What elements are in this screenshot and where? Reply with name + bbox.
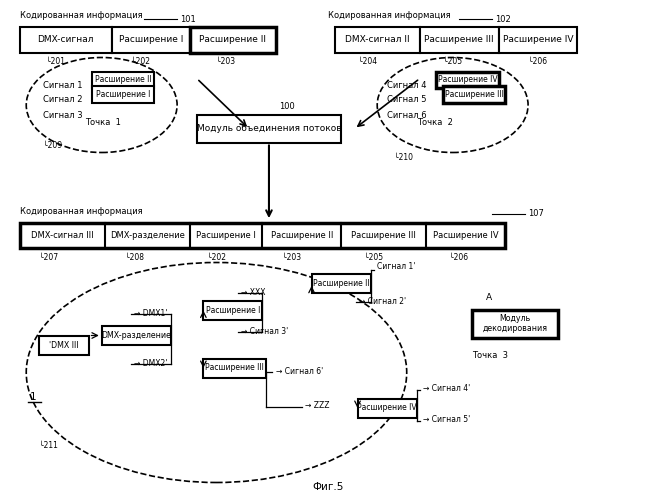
- Text: ╰202: ╰202: [207, 252, 226, 262]
- Text: Расширение II: Расширение II: [94, 75, 152, 84]
- FancyBboxPatch shape: [499, 28, 577, 52]
- Text: 107: 107: [528, 210, 544, 218]
- Text: ╰206: ╰206: [528, 58, 547, 66]
- FancyBboxPatch shape: [472, 310, 558, 338]
- FancyBboxPatch shape: [102, 326, 171, 345]
- Text: Расширение I: Расширение I: [119, 36, 183, 44]
- Text: Сигнал 6: Сигнал 6: [387, 110, 426, 120]
- FancyBboxPatch shape: [312, 274, 371, 292]
- Text: Кодированная информация: Кодированная информация: [328, 10, 451, 20]
- FancyBboxPatch shape: [203, 301, 262, 320]
- Text: ╰202: ╰202: [131, 58, 150, 66]
- Text: Расширение III: Расширение III: [205, 364, 264, 372]
- Text: 101: 101: [180, 14, 196, 24]
- Text: Расширение IV: Расширение IV: [433, 230, 499, 239]
- Text: DMX-сигнал: DMX-сигнал: [37, 36, 94, 44]
- Text: ╰206: ╰206: [449, 252, 468, 262]
- Text: Расширение I: Расширение I: [206, 306, 260, 315]
- Text: Расширение I: Расширение I: [196, 230, 256, 239]
- Text: 100: 100: [279, 102, 295, 111]
- Text: → Сигнал 6': → Сигнал 6': [276, 367, 323, 376]
- Text: Модуль
декодирования: Модуль декодирования: [482, 314, 548, 334]
- Text: Расширение II: Расширение II: [270, 230, 333, 239]
- Text: DMX-сигнал III: DMX-сигнал III: [31, 230, 94, 239]
- Text: Расширение IV: Расширение IV: [358, 404, 417, 412]
- FancyBboxPatch shape: [358, 398, 417, 417]
- Text: ╰201: ╰201: [46, 58, 65, 66]
- Text: ╰208: ╰208: [125, 252, 144, 262]
- Text: Расширение I: Расширение I: [96, 90, 150, 99]
- Text: → Сигнал 5': → Сигнал 5': [423, 416, 470, 424]
- Text: ╰210: ╰210: [394, 153, 413, 162]
- Text: A: A: [485, 293, 491, 302]
- Text: ╰207: ╰207: [39, 252, 58, 262]
- Text: Расширение II: Расширение II: [199, 36, 266, 44]
- Text: Сигнал 5: Сигнал 5: [387, 96, 426, 104]
- Text: Расширение IV: Расширение IV: [502, 36, 573, 44]
- FancyBboxPatch shape: [436, 72, 499, 88]
- Text: Сигнал 2: Сигнал 2: [43, 96, 82, 104]
- Text: Фиг.5: Фиг.5: [312, 482, 344, 492]
- Text: Кодированная информация: Кодированная информация: [20, 206, 142, 216]
- Text: → Сигнал 2': → Сигнал 2': [359, 297, 407, 306]
- FancyBboxPatch shape: [420, 28, 499, 52]
- Text: ╰211: ╰211: [39, 440, 58, 450]
- Text: ╰205: ╰205: [443, 58, 462, 66]
- Text: Модуль объединения потоков: Модуль объединения потоков: [197, 124, 341, 134]
- Text: → DMX2': → DMX2': [134, 359, 168, 368]
- Text: Расширение III: Расширение III: [424, 36, 494, 44]
- FancyBboxPatch shape: [39, 336, 89, 355]
- Text: Расширение IV: Расширение IV: [438, 75, 497, 84]
- Text: DMX-разделение: DMX-разделение: [101, 331, 171, 340]
- Text: Сигнал 1': Сигнал 1': [377, 262, 415, 271]
- Text: Расширение II: Расширение II: [313, 278, 369, 287]
- FancyBboxPatch shape: [112, 28, 190, 52]
- FancyBboxPatch shape: [190, 28, 276, 52]
- Text: ╰204: ╰204: [358, 58, 377, 66]
- Text: Точка  3: Точка 3: [472, 350, 508, 360]
- Text: → Сигнал 3': → Сигнал 3': [241, 327, 289, 336]
- Text: → XXX: → XXX: [241, 288, 266, 297]
- Text: Сигнал 3: Сигнал 3: [43, 110, 82, 120]
- Text: Расширение III: Расширение III: [352, 230, 416, 239]
- Text: ╰203: ╰203: [216, 58, 236, 66]
- Text: 1: 1: [30, 392, 36, 402]
- Text: Точка  1: Точка 1: [85, 118, 121, 127]
- Text: ╰209: ╰209: [43, 140, 62, 149]
- Text: Расширение III: Расширение III: [445, 90, 503, 99]
- Text: DMX-сигнал II: DMX-сигнал II: [345, 36, 409, 44]
- Text: → ZZZ: → ZZZ: [305, 402, 329, 410]
- FancyBboxPatch shape: [20, 28, 112, 52]
- Text: Сигнал 4: Сигнал 4: [387, 80, 426, 90]
- FancyBboxPatch shape: [335, 28, 420, 52]
- Text: ╰203: ╰203: [282, 252, 301, 262]
- Text: Точка  2: Точка 2: [417, 118, 453, 127]
- FancyBboxPatch shape: [92, 86, 154, 102]
- FancyBboxPatch shape: [203, 358, 266, 378]
- FancyBboxPatch shape: [443, 86, 505, 102]
- FancyBboxPatch shape: [92, 72, 154, 88]
- Text: Кодированная информация: Кодированная информация: [20, 10, 142, 20]
- FancyBboxPatch shape: [197, 115, 341, 142]
- Text: → DMX1': → DMX1': [134, 309, 168, 318]
- Text: → Сигнал 4': → Сигнал 4': [423, 384, 470, 393]
- Text: ╰205: ╰205: [364, 252, 383, 262]
- Text: DMX-разделение: DMX-разделение: [110, 230, 185, 239]
- Text: 102: 102: [495, 14, 511, 24]
- FancyBboxPatch shape: [20, 222, 505, 248]
- Text: 'DMX III: 'DMX III: [49, 341, 79, 350]
- Text: Сигнал 1: Сигнал 1: [43, 80, 82, 90]
